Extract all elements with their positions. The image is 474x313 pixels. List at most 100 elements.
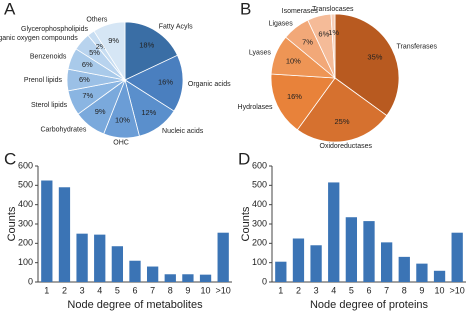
x-tick-label: 6 [132, 285, 137, 295]
slice-label: Carbohydrates [40, 127, 86, 134]
slice-label: Organic oxygen compounds [0, 35, 78, 42]
slice-label: Ligases [269, 20, 294, 27]
y-tick-label: 200 [252, 238, 267, 248]
bar [94, 234, 106, 282]
y-tick-label: 500 [18, 180, 33, 190]
panel-label: A [4, 0, 16, 18]
y-tick-label: 600 [252, 160, 267, 170]
pie-slice [270, 73, 336, 131]
x-axis-label: Node degree of proteins [310, 299, 429, 311]
slice-label: Nucleic acids [162, 128, 204, 135]
x-tick-label: 8 [402, 285, 407, 295]
slice-value-label: 16% [287, 92, 302, 101]
y-tick-label: 400 [18, 199, 33, 209]
x-tick-label: 1 [278, 285, 283, 295]
y-tick-label: 100 [252, 257, 267, 267]
bar [58, 187, 71, 282]
slice-value-label: 6% [79, 75, 90, 84]
x-tick-label: 3 [80, 285, 85, 295]
slice-value-label: 2% [96, 42, 107, 51]
x-tick-label: 9 [185, 285, 190, 295]
bar [111, 246, 124, 282]
slice-label: Translocases [312, 6, 354, 13]
slice-label: Prenol lipids [24, 77, 63, 84]
y-tick-label: 500 [252, 180, 267, 190]
pie-slice [334, 13, 400, 117]
bar [416, 263, 428, 282]
pie-slice [330, 13, 336, 79]
x-tick-label: 7 [384, 285, 389, 295]
bar [380, 242, 393, 282]
y-tick-label: 0 [28, 276, 33, 286]
slice-value-label: 6% [82, 60, 93, 69]
y-tick-label: 300 [18, 218, 33, 228]
bar [433, 270, 446, 282]
slice-label: Fatty Acyls [159, 24, 193, 31]
x-tick-label: 2 [62, 285, 67, 295]
x-tick-label: 3 [314, 285, 319, 295]
x-tick-label: 5 [115, 285, 120, 295]
bar [310, 245, 322, 282]
panel-label: B [240, 0, 251, 18]
x-tick-label: 2 [296, 285, 301, 295]
slice-label: Organic acids [188, 81, 231, 88]
x-tick-label: 9 [419, 285, 424, 295]
slice-value-label: 10% [286, 56, 301, 65]
slice-value-label: 7% [302, 38, 313, 47]
bar [41, 180, 53, 282]
bar [164, 274, 176, 282]
slice-label: Glycerophospholipids [21, 26, 88, 33]
slice-label: Isomerases [282, 8, 319, 15]
y-axis-label: Counts [6, 206, 18, 241]
pie-slice [296, 77, 388, 143]
pie-slice [124, 21, 179, 81]
slice-value-label: 12% [141, 108, 156, 117]
slice-label: Transferases [396, 44, 437, 51]
x-tick-label: >10 [450, 285, 465, 295]
slice-value-label: 25% [335, 117, 350, 126]
slice-value-label: 35% [367, 53, 382, 62]
slice-value-label: 9% [108, 36, 119, 45]
x-tick-label: 10 [201, 285, 211, 295]
slice-label: Hydrolases [238, 104, 274, 111]
bar [182, 274, 194, 282]
pie-slice [93, 21, 126, 82]
y-tick-label: 200 [18, 238, 33, 248]
bar [129, 260, 141, 282]
bar [328, 182, 340, 282]
x-tick-label: 7 [150, 285, 155, 295]
x-tick-label: 8 [168, 285, 173, 295]
slice-value-label: 10% [115, 116, 130, 125]
bar [398, 256, 410, 282]
slice-value-label: 5% [89, 48, 100, 57]
pie-slice [124, 54, 184, 112]
bar [292, 238, 305, 282]
bar [217, 232, 229, 282]
slice-label: OHC [113, 140, 129, 147]
y-tick-label: 600 [18, 160, 33, 170]
y-tick-label: 0 [262, 276, 267, 286]
slice-value-label: 18% [139, 41, 154, 50]
slice-value-label: 16% [158, 78, 173, 87]
bar [345, 217, 358, 282]
bar [146, 266, 159, 282]
slice-label: Others [86, 16, 108, 23]
y-tick-label: 400 [252, 199, 267, 209]
bar [275, 261, 287, 282]
panel-label: C [4, 149, 16, 168]
slice-value-label: 1% [328, 28, 339, 37]
x-tick-label: 4 [331, 285, 336, 295]
slice-value-label: 7% [82, 91, 93, 100]
bar [76, 233, 88, 282]
slice-value-label: 9% [95, 107, 106, 116]
bar [363, 221, 375, 282]
y-axis-label: Counts [240, 206, 252, 241]
y-tick-label: 100 [18, 257, 33, 267]
slice-label: Benzenoids [30, 54, 67, 61]
slice-label: Lyases [249, 49, 271, 56]
slice-value-label: 6% [318, 30, 329, 39]
slice-label: Oxidoreductases [320, 143, 373, 150]
panel-label: D [238, 149, 250, 168]
x-axis-label: Node degree of metabolites [67, 299, 203, 311]
